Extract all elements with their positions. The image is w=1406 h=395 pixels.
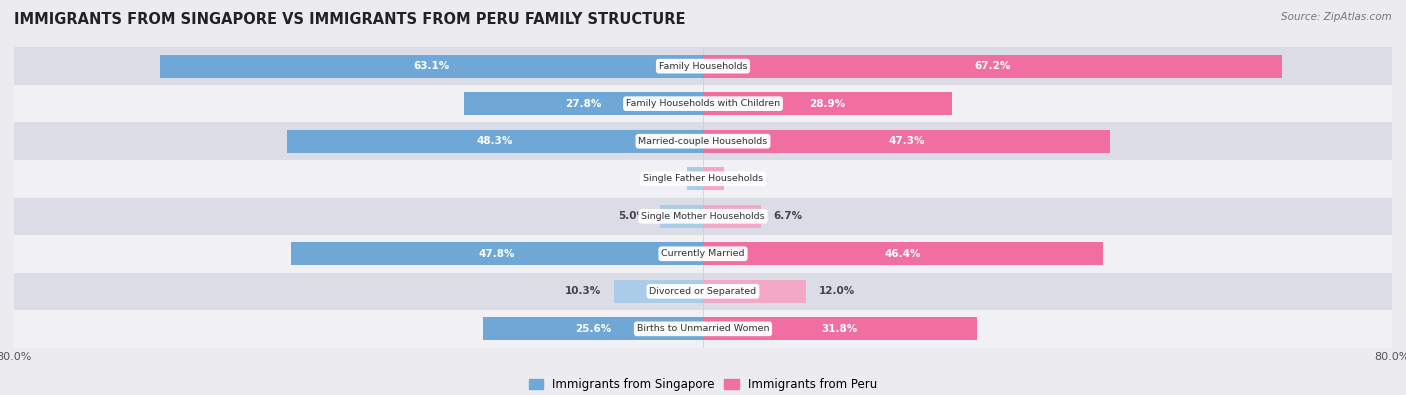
Text: 67.2%: 67.2% <box>974 61 1011 71</box>
Text: 25.6%: 25.6% <box>575 324 610 334</box>
Text: 47.3%: 47.3% <box>889 136 925 146</box>
Bar <box>482 317 703 340</box>
Text: Divorced or Separated: Divorced or Separated <box>650 287 756 296</box>
Bar <box>14 235 1392 273</box>
Text: Family Households: Family Households <box>659 62 747 71</box>
Bar <box>703 205 761 228</box>
Legend: Immigrants from Singapore, Immigrants from Peru: Immigrants from Singapore, Immigrants fr… <box>524 373 882 395</box>
Text: 63.1%: 63.1% <box>413 61 450 71</box>
Text: Single Father Households: Single Father Households <box>643 174 763 183</box>
Text: 1.9%: 1.9% <box>645 174 673 184</box>
Bar <box>703 55 1282 78</box>
Text: 5.0%: 5.0% <box>619 211 647 221</box>
Bar <box>686 167 703 190</box>
Bar <box>703 167 724 190</box>
Bar <box>287 130 703 153</box>
Bar <box>14 122 1392 160</box>
Bar <box>703 92 952 115</box>
Bar <box>14 160 1392 198</box>
Bar <box>14 273 1392 310</box>
Text: 46.4%: 46.4% <box>884 249 921 259</box>
Text: 48.3%: 48.3% <box>477 136 513 146</box>
Bar <box>14 85 1392 122</box>
Text: 2.4%: 2.4% <box>737 174 766 184</box>
Bar <box>14 47 1392 85</box>
Bar <box>614 280 703 303</box>
Text: Family Households with Children: Family Households with Children <box>626 99 780 108</box>
Text: 12.0%: 12.0% <box>820 286 855 296</box>
Bar <box>659 205 703 228</box>
Text: Single Mother Households: Single Mother Households <box>641 212 765 221</box>
Text: IMMIGRANTS FROM SINGAPORE VS IMMIGRANTS FROM PERU FAMILY STRUCTURE: IMMIGRANTS FROM SINGAPORE VS IMMIGRANTS … <box>14 12 686 27</box>
Text: Currently Married: Currently Married <box>661 249 745 258</box>
Text: 6.7%: 6.7% <box>773 211 803 221</box>
Text: 28.9%: 28.9% <box>810 99 845 109</box>
Text: Source: ZipAtlas.com: Source: ZipAtlas.com <box>1281 12 1392 22</box>
Bar <box>291 242 703 265</box>
Text: 31.8%: 31.8% <box>821 324 858 334</box>
Bar <box>464 92 703 115</box>
Bar <box>14 310 1392 348</box>
Bar <box>703 130 1111 153</box>
Bar <box>160 55 703 78</box>
Bar <box>703 280 807 303</box>
Text: Births to Unmarried Women: Births to Unmarried Women <box>637 324 769 333</box>
Bar <box>703 317 977 340</box>
Bar <box>703 242 1102 265</box>
Text: 27.8%: 27.8% <box>565 99 602 109</box>
Text: 47.8%: 47.8% <box>479 249 516 259</box>
Text: Married-couple Households: Married-couple Households <box>638 137 768 146</box>
Bar <box>14 198 1392 235</box>
Text: 10.3%: 10.3% <box>565 286 602 296</box>
